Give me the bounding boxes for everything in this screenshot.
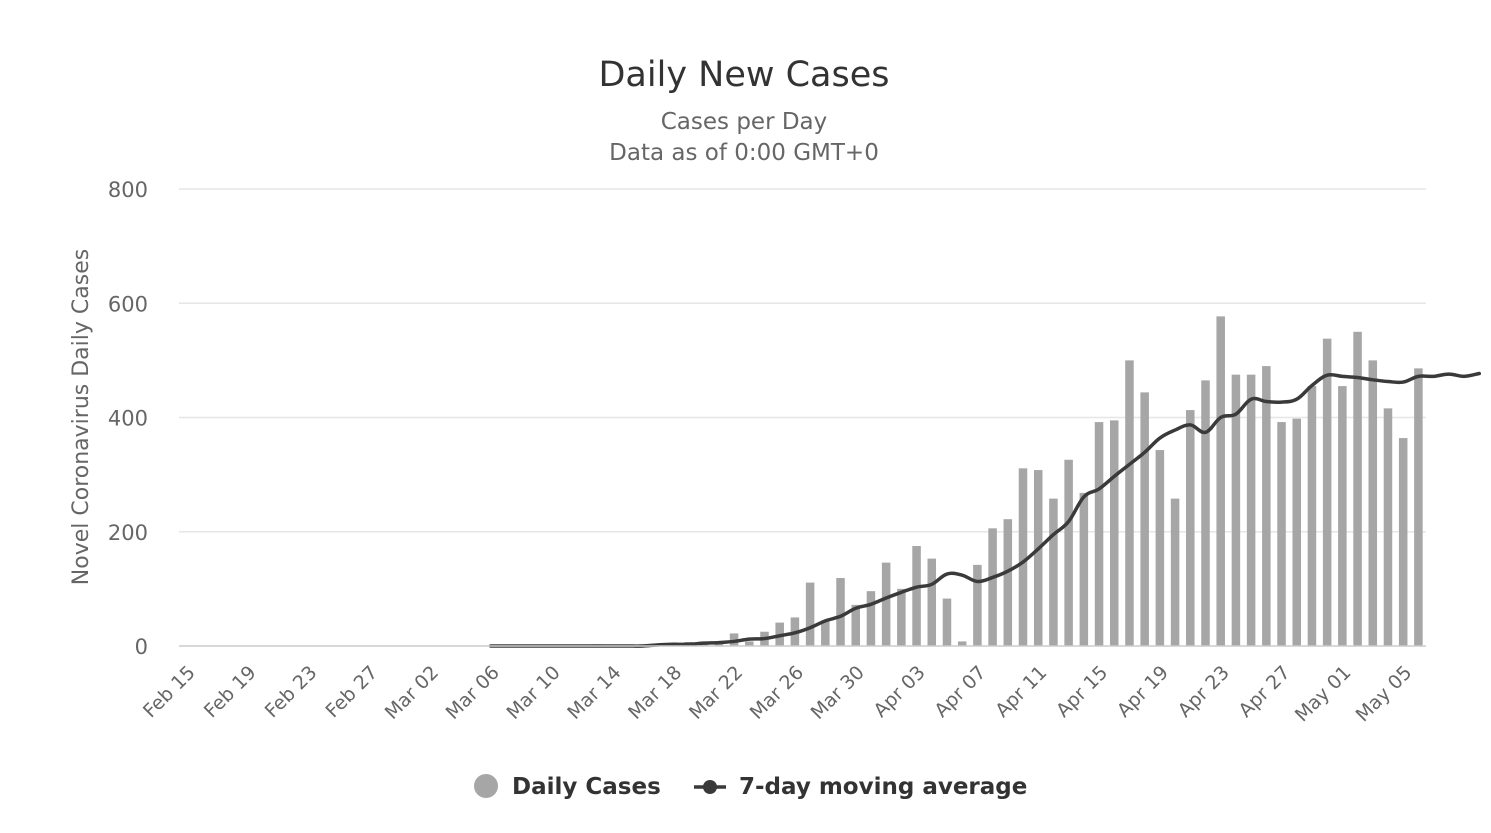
daily-cases-bar[interactable] (866, 591, 876, 646)
daily-cases-bar[interactable] (1338, 386, 1347, 646)
daily-cases-bar[interactable] (1398, 438, 1408, 646)
daily-cases-bar[interactable] (897, 588, 906, 647)
daily-cases-bars (516, 316, 1423, 647)
daily-cases-bar[interactable] (821, 621, 830, 646)
y-axis-title: Novel Coronavirus Daily Cases (69, 249, 94, 585)
x-tick-label: Mar 10 (502, 662, 564, 724)
chart-subtitle-line-1: Cases per Day (661, 109, 828, 135)
legend-daily-cases-symbol (474, 774, 498, 798)
daily-cases-bar[interactable] (1064, 459, 1073, 646)
daily-cases-bar[interactable] (1414, 368, 1423, 646)
daily-cases-bar[interactable] (1018, 468, 1028, 646)
x-tick-label: Apr 03 (870, 662, 930, 722)
x-tick-label: May 01 (1291, 662, 1356, 727)
daily-cases-bar[interactable] (1277, 422, 1286, 646)
moving-average-line (489, 371, 1481, 648)
x-tick-label: Feb 15 (139, 662, 200, 723)
legend-moving-average-label: 7-day moving average (739, 774, 1027, 800)
daily-cases-bar[interactable] (1094, 422, 1104, 646)
daily-cases-bar[interactable] (851, 604, 860, 646)
x-tick-label: Feb 19 (200, 662, 261, 723)
daily-cases-bar[interactable] (1322, 338, 1332, 646)
chart-subtitle-line-2: Data as of 0:00 GMT+0 (609, 140, 879, 166)
daily-cases-bar[interactable] (1353, 331, 1362, 646)
daily-cases-bar[interactable] (1109, 420, 1119, 646)
daily-cases-bar[interactable] (1186, 410, 1195, 646)
daily-cases-bar[interactable] (805, 582, 815, 646)
x-tick-label: Apr 23 (1174, 662, 1234, 722)
daily-cases-bar[interactable] (881, 562, 891, 646)
x-tick-label: Apr 27 (1235, 662, 1295, 722)
x-tick-label: Feb 23 (261, 662, 322, 723)
x-tick-label: Mar 22 (685, 662, 747, 724)
x-tick-label: Mar 26 (746, 662, 808, 724)
daily-cases-bar[interactable] (836, 578, 845, 646)
daily-cases-bar[interactable] (1079, 492, 1089, 646)
daily-cases-bar[interactable] (1231, 374, 1241, 646)
y-tick-label: 800 (108, 178, 148, 202)
y-axis-ticks: 0 200 400 600 800 (108, 178, 148, 659)
daily-cases-bar[interactable] (942, 598, 952, 646)
x-tick-label: Mar 14 (563, 662, 625, 724)
legend: Daily Cases 7-day moving average (474, 774, 1027, 800)
x-tick-label: Mar 06 (442, 662, 504, 724)
x-tick-label: Apr 07 (930, 662, 990, 722)
daily-cases-bar[interactable] (714, 643, 724, 646)
daily-cases-bar[interactable] (1049, 498, 1058, 646)
daily-cases-bar[interactable] (1125, 360, 1134, 647)
x-tick-label: Mar 02 (381, 662, 443, 724)
x-tick-label: Mar 30 (807, 662, 869, 724)
y-tick-label: 0 (135, 635, 148, 659)
daily-cases-bar[interactable] (1033, 470, 1043, 646)
x-tick-label: Mar 18 (624, 662, 686, 724)
daily-cases-bar[interactable] (745, 641, 754, 646)
legend-moving-average-marker (703, 780, 717, 794)
x-tick-label: Apr 15 (1052, 662, 1112, 722)
daily-cases-bar[interactable] (1307, 386, 1317, 646)
x-tick-label: Feb 27 (322, 662, 383, 723)
daily-cases-bar[interactable] (1003, 519, 1013, 646)
daily-cases-bar[interactable] (1170, 498, 1180, 646)
y-tick-label: 200 (108, 521, 148, 545)
x-tick-label: Apr 11 (991, 662, 1051, 722)
daily-cases-bar[interactable] (912, 546, 921, 646)
daily-cases-bar[interactable] (1383, 408, 1393, 646)
legend-item-moving-average[interactable]: 7-day moving average (694, 774, 1027, 800)
daily-cases-bar[interactable] (1155, 450, 1165, 646)
daily-cases-bar[interactable] (1292, 418, 1301, 646)
x-tick-label: May 05 (1352, 662, 1417, 727)
daily-cases-bar[interactable] (988, 528, 997, 646)
daily-cases-bar[interactable] (1262, 366, 1271, 646)
daily-cases-bar[interactable] (1201, 380, 1210, 646)
legend-item-daily-cases[interactable]: Daily Cases (474, 774, 661, 800)
daily-cases-bar[interactable] (1140, 392, 1149, 646)
chart-title: Daily New Cases (598, 55, 889, 95)
daily-cases-bar[interactable] (927, 558, 937, 646)
daily-cases-bar[interactable] (1368, 360, 1378, 647)
daily-cases-bar[interactable] (957, 641, 967, 646)
y-tick-label: 400 (108, 407, 148, 431)
daily-cases-bar[interactable] (1216, 316, 1225, 646)
x-tick-label: Apr 19 (1113, 662, 1173, 722)
y-tick-label: 600 (108, 292, 148, 316)
daily-cases-bar[interactable] (1246, 374, 1256, 646)
daily-cases-bar[interactable] (973, 564, 982, 646)
legend-daily-cases-label: Daily Cases (512, 774, 661, 800)
